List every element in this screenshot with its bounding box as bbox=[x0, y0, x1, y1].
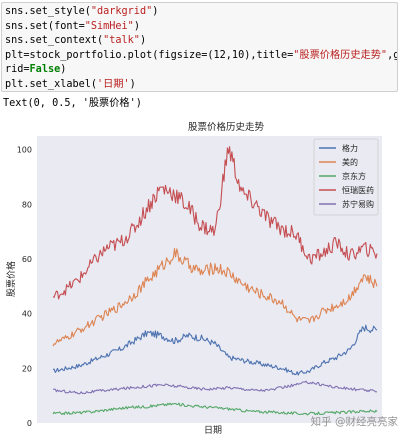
y-tick-label: 80 bbox=[22, 200, 32, 209]
y-tick-label: 0 bbox=[27, 419, 32, 428]
code-token: sns.set_style( bbox=[5, 6, 91, 17]
series-lines bbox=[52, 146, 378, 416]
y-axis-ticks: 0 20 40 60 80 100 bbox=[17, 146, 32, 428]
code-token: plt.set_xlabel( bbox=[5, 78, 98, 90]
chart-figure: 股票价格历史走势 0 20 40 60 80 100 股票价格 日期 格力美的京东方恒瑞医… bbox=[0, 114, 400, 440]
code-line: sns.set(font="SimHei") bbox=[5, 20, 394, 35]
series-line-1 bbox=[52, 248, 378, 347]
y-tick-label: 100 bbox=[17, 146, 32, 155]
code-token: sns.set_context( bbox=[5, 35, 104, 47]
code-string: "darkgrid" bbox=[90, 6, 153, 17]
y-tick-label: 60 bbox=[22, 255, 32, 264]
legend-label: 格力 bbox=[342, 143, 358, 153]
legend-label: 恒瑞医药 bbox=[342, 185, 374, 195]
code-token: ) bbox=[129, 78, 136, 90]
watermark: 知乎 @财经亮亮家 bbox=[310, 416, 398, 428]
code-line: plt.set_xlabel('日期') bbox=[5, 78, 394, 91]
code-token: sns.set(font= bbox=[5, 20, 85, 32]
chart-title: 股票价格历史走势 bbox=[188, 121, 265, 133]
y-axis-label: 股票价格 bbox=[5, 261, 17, 297]
code-token: plt=stock_portfolio.plot(figsize=(12,10)… bbox=[5, 49, 294, 61]
series-line-3 bbox=[52, 146, 378, 300]
code-line: sns.set_context("talk") bbox=[5, 34, 394, 49]
code-cell[interactable]: sns.set_style("darkgrid") sns.set(font="S… bbox=[1, 2, 398, 92]
code-line: sns.set_style("darkgrid") bbox=[5, 5, 394, 20]
code-token: ) bbox=[60, 64, 67, 76]
code-string: "SimHei" bbox=[84, 20, 134, 32]
code-keyword: False bbox=[29, 64, 61, 76]
code-line: rid=False) bbox=[5, 63, 394, 78]
legend-label: 苏宁易购 bbox=[342, 199, 374, 209]
legend-box bbox=[313, 138, 379, 216]
code-token: ) bbox=[152, 6, 159, 17]
code-token: ,g bbox=[387, 49, 397, 61]
line-chart: 股票价格历史走势 0 20 40 60 80 100 股票价格 日期 格力美的京东方恒瑞医… bbox=[5, 121, 382, 436]
cell-output-text: Text(0, 0.5, '股票价格') bbox=[3, 98, 142, 109]
code-string: "股票价格历史走势" bbox=[293, 49, 388, 61]
series-line-4 bbox=[52, 380, 378, 395]
y-tick-label: 40 bbox=[22, 310, 32, 319]
x-axis-label: 日期 bbox=[204, 425, 222, 436]
code-string: '日期' bbox=[97, 78, 130, 90]
series-line-2 bbox=[52, 402, 378, 416]
code-token: rid= bbox=[5, 64, 30, 76]
code-token: ) bbox=[133, 20, 140, 32]
code-string: "talk" bbox=[103, 35, 140, 47]
code-token: ) bbox=[139, 35, 147, 47]
legend-label: 京东方 bbox=[342, 171, 366, 181]
code-line: plt=stock_portfolio.plot(figsize=(12,10)… bbox=[5, 49, 397, 64]
series-line-0 bbox=[52, 324, 378, 376]
y-tick-label: 20 bbox=[22, 364, 32, 373]
legend-label: 美的 bbox=[342, 157, 358, 167]
